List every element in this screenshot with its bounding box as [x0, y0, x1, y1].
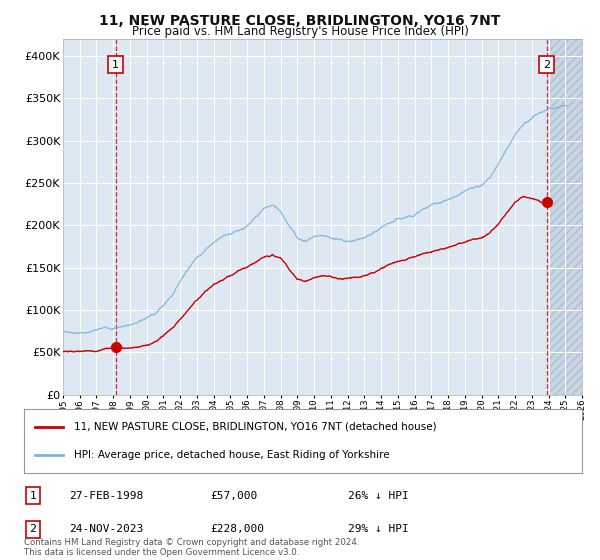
Text: Price paid vs. HM Land Registry's House Price Index (HPI): Price paid vs. HM Land Registry's House … [131, 25, 469, 38]
Text: 27-FEB-1998: 27-FEB-1998 [69, 491, 143, 501]
Text: 1: 1 [112, 59, 119, 69]
Text: 29% ↓ HPI: 29% ↓ HPI [348, 524, 409, 534]
Text: 11, NEW PASTURE CLOSE, BRIDLINGTON, YO16 7NT: 11, NEW PASTURE CLOSE, BRIDLINGTON, YO16… [100, 14, 500, 28]
Text: 2: 2 [543, 59, 550, 69]
Text: 2: 2 [29, 524, 37, 534]
Text: £228,000: £228,000 [210, 524, 264, 534]
Text: 26% ↓ HPI: 26% ↓ HPI [348, 491, 409, 501]
Text: HPI: Average price, detached house, East Riding of Yorkshire: HPI: Average price, detached house, East… [74, 450, 390, 460]
Text: Contains HM Land Registry data © Crown copyright and database right 2024.
This d: Contains HM Land Registry data © Crown c… [24, 538, 359, 557]
Text: 24-NOV-2023: 24-NOV-2023 [69, 524, 143, 534]
Text: £57,000: £57,000 [210, 491, 257, 501]
Text: 1: 1 [29, 491, 37, 501]
Bar [548, 39, 582, 395]
Text: 11, NEW PASTURE CLOSE, BRIDLINGTON, YO16 7NT (detached house): 11, NEW PASTURE CLOSE, BRIDLINGTON, YO16… [74, 422, 437, 432]
